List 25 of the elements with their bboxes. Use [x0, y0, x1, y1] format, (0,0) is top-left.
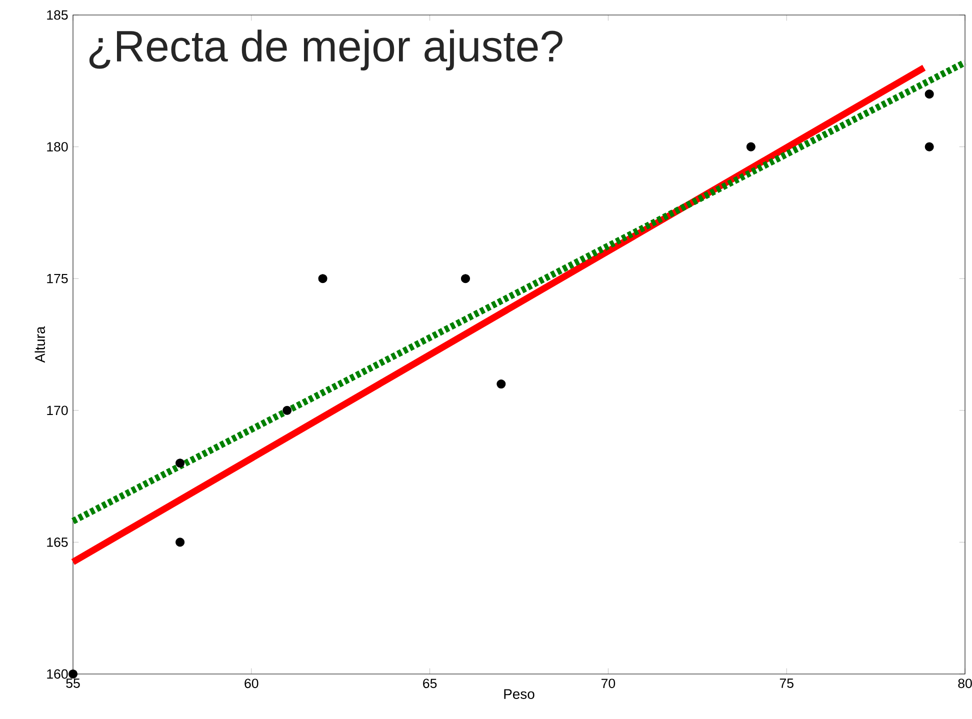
- point: [924, 142, 934, 152]
- point: [68, 669, 78, 679]
- y-tick-label: 170: [47, 406, 68, 416]
- point: [924, 90, 934, 99]
- point: [176, 458, 185, 468]
- y-tick-label: 175: [47, 274, 68, 284]
- y-axis-title: Altura: [34, 326, 46, 363]
- x-tick-label: 65: [423, 678, 437, 688]
- y-tick-label: 160: [47, 669, 68, 679]
- x-tick-label: 75: [780, 678, 794, 688]
- point: [282, 406, 292, 415]
- x-tick-label: 55: [66, 678, 80, 688]
- point: [318, 274, 328, 284]
- point: [496, 380, 506, 389]
- y-tick-label: 180: [47, 142, 68, 152]
- x-axis-title: Peso: [504, 689, 534, 699]
- x-tick-label: 80: [958, 678, 972, 688]
- y-tick-label: 185: [47, 10, 68, 20]
- x-tick-label: 60: [244, 678, 258, 688]
- point: [746, 142, 756, 152]
- point: [460, 274, 470, 284]
- x-tick-label: 70: [602, 678, 616, 688]
- chart-title: ¿Recta de mejor ajuste?: [89, 30, 562, 70]
- point: [176, 538, 185, 547]
- y-tick-label: 165: [47, 538, 68, 547]
